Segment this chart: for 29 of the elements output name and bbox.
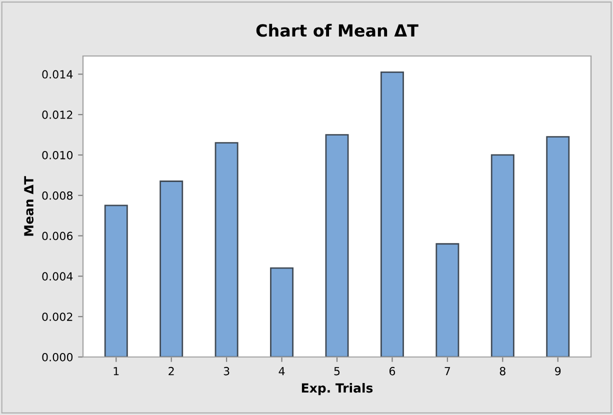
bar <box>380 71 404 357</box>
y-tick-label: 0.000 <box>42 352 73 362</box>
bar <box>104 204 128 357</box>
bar <box>270 267 294 357</box>
bar <box>214 142 238 357</box>
x-tick-label: 4 <box>278 367 285 376</box>
y-tick-label: 0.010 <box>42 150 73 160</box>
y-axis-title: Mean ΔT <box>24 176 34 236</box>
x-tick-label: 5 <box>334 367 340 376</box>
x-tick-label: 2 <box>168 366 174 376</box>
y-tick-label: 0.014 <box>42 70 73 79</box>
x-tick-label: 8 <box>500 366 506 376</box>
y-tick-label: 0.012 <box>42 110 72 119</box>
bar <box>436 243 460 357</box>
y-tick-label: 0.008 <box>42 191 73 200</box>
bar <box>546 136 570 357</box>
x-tick-label: 7 <box>444 367 450 376</box>
y-tick-label: 0.006 <box>42 232 73 240</box>
x-tick-label: 9 <box>555 366 561 376</box>
y-tick-label: 0.004 <box>42 272 73 281</box>
bar <box>160 180 184 357</box>
chart-title: Chart of Mean ΔT <box>256 24 418 37</box>
x-tick-label: 3 <box>224 366 230 376</box>
x-axis-title: Exp. Trials <box>302 383 373 396</box>
y-tick-label: 0.002 <box>42 312 72 321</box>
bar <box>490 154 514 357</box>
bar <box>325 134 349 357</box>
x-tick-label: 6 <box>389 366 396 376</box>
x-tick-label: 1 <box>114 367 119 376</box>
